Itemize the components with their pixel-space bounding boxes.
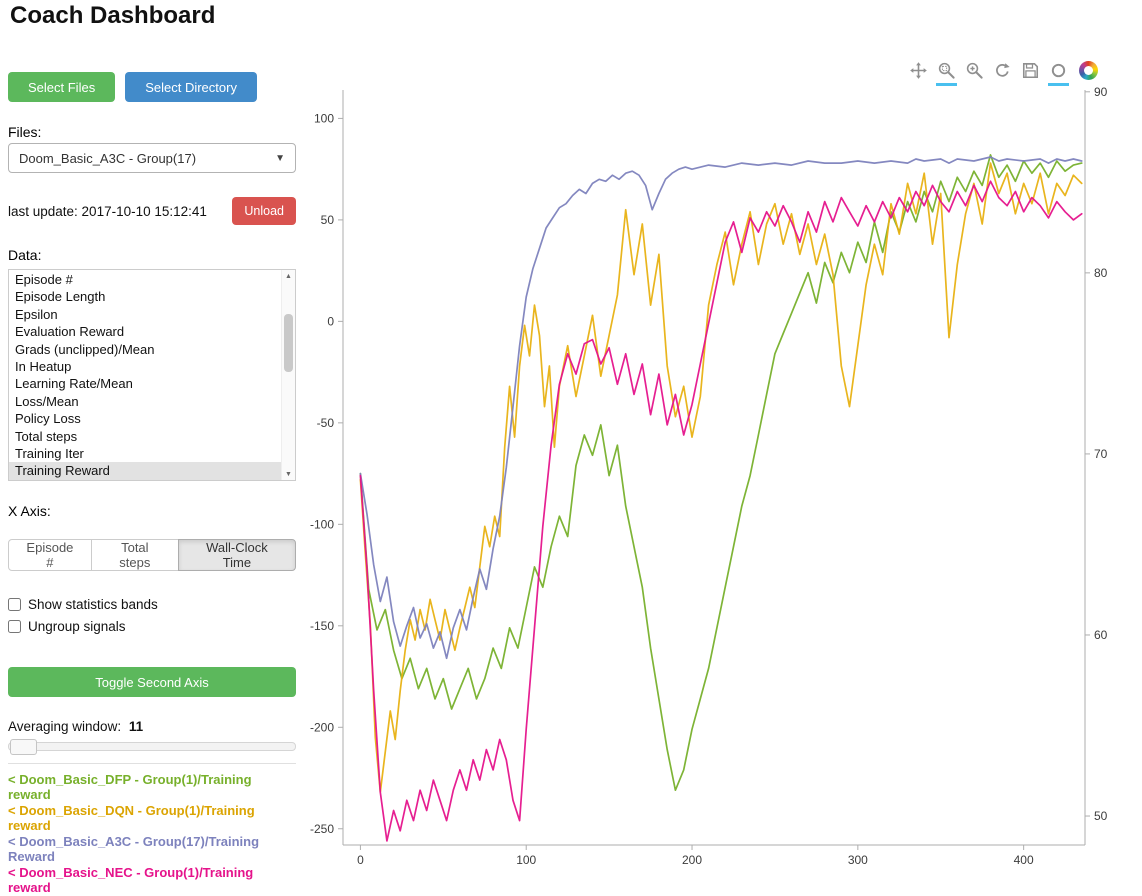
last-update-row: last update: 2017-10-10 15:12:41 Unload bbox=[8, 197, 296, 225]
y-left-tick-label: 50 bbox=[321, 213, 335, 227]
data-list-item-grads-unclipped-mean[interactable]: Grads (unclipped)/Mean bbox=[15, 341, 155, 357]
files-label: Files: bbox=[8, 124, 42, 140]
x-axis-button-group: Episode # Total steps Wall-Clock Time bbox=[8, 539, 296, 571]
legend-entry[interactable]: < Doom_Basic_A3C - Group(17)/Training Re… bbox=[8, 834, 260, 864]
data-list-item-total-steps[interactable]: Total steps bbox=[15, 428, 78, 444]
x-tick-label: 200 bbox=[682, 853, 702, 867]
y-left-tick-label: -100 bbox=[310, 517, 334, 531]
x-axis-option-episode[interactable]: Episode # bbox=[8, 539, 92, 571]
checkbox-show-statistics-bands[interactable] bbox=[8, 597, 21, 611]
data-list-item-training-iter[interactable]: Training Iter bbox=[15, 446, 84, 462]
scrollbar-thumb[interactable] bbox=[284, 314, 293, 372]
x-tick-label: 100 bbox=[516, 853, 536, 867]
data-list-item-learning-rate-mean[interactable]: Learning Rate/Mean bbox=[15, 376, 133, 392]
checkbox-row-show-statistics-bands[interactable]: Show statistics bands bbox=[8, 593, 296, 615]
legend-entry[interactable]: < Doom_Basic_DFP - Group(1)/Training rew… bbox=[8, 772, 252, 802]
box-zoom-tool-icon[interactable] bbox=[934, 58, 959, 86]
y-right-tick-label: 80 bbox=[1094, 266, 1108, 280]
y-left-tick-label: -200 bbox=[310, 720, 334, 734]
x-axis-label: X Axis: bbox=[8, 503, 51, 519]
checkbox-label: Ungroup signals bbox=[28, 618, 126, 634]
files-select-value: Doom_Basic_A3C - Group(17) bbox=[19, 150, 197, 166]
pan-tool-icon[interactable] bbox=[906, 58, 931, 83]
legend-entry[interactable]: < Doom_Basic_NEC - Group(1)/Training rew… bbox=[8, 865, 254, 895]
unload-button[interactable]: Unload bbox=[232, 197, 296, 225]
options-checkboxes: Show statistics bands Ungroup signals bbox=[8, 593, 296, 637]
data-list-item-epsilon[interactable]: Epsilon bbox=[15, 306, 58, 322]
x-tick-label: 0 bbox=[357, 853, 364, 867]
y-right-tick-label: 90 bbox=[1094, 85, 1108, 99]
data-list-scrollbar[interactable]: ▲ ▼ bbox=[281, 270, 295, 480]
y-left-tick-label: -150 bbox=[310, 619, 334, 633]
last-update-text: last update: 2017-10-10 15:12:41 bbox=[8, 203, 207, 219]
checkbox-label: Show statistics bands bbox=[28, 596, 158, 612]
data-list-item-in-heatup[interactable]: In Heatup bbox=[15, 359, 72, 375]
series-line-doom-basic-a3c-group-17-training-reward bbox=[359, 156, 1083, 660]
save-tool-icon[interactable] bbox=[1018, 58, 1043, 83]
x-tick-label: 300 bbox=[848, 853, 868, 867]
reset-tool-icon[interactable] bbox=[990, 58, 1015, 83]
data-listbox[interactable]: Episode # Episode Length Epsilon Evaluation… bbox=[8, 269, 296, 481]
divider bbox=[8, 763, 296, 764]
select-directory-button[interactable]: Select Directory bbox=[125, 72, 257, 102]
data-list-item-policy-loss[interactable]: Policy Loss bbox=[15, 411, 81, 427]
series-line-doom-basic-dfp-group-1-training-reward bbox=[359, 154, 1083, 792]
wheel-zoom-tool-icon[interactable] bbox=[962, 58, 987, 83]
y-right-tick-label: 50 bbox=[1094, 809, 1108, 823]
scrollbar-track[interactable] bbox=[282, 282, 295, 468]
sidebar: Select Files Select Directory Files: Doo… bbox=[8, 72, 296, 896]
x-tick-label: 400 bbox=[1014, 853, 1034, 867]
hover-tool-icon[interactable] bbox=[1046, 58, 1071, 86]
y-right-tick-label: 70 bbox=[1094, 447, 1108, 461]
y-left-tick-label: -50 bbox=[317, 416, 335, 430]
data-list-item-episode-length[interactable]: Episode Length bbox=[15, 289, 106, 305]
data-list-item-training-reward[interactable]: Training Reward bbox=[9, 462, 281, 480]
y-right-tick-label: 60 bbox=[1094, 628, 1108, 642]
averaging-window-value: 11 bbox=[128, 719, 144, 734]
chart-canvas[interactable]: 100 50 0 -50 -100 -150 -200 -250 90 80 70 60 50 0 100 2… bbox=[300, 55, 1142, 881]
series-line-doom-basic-dqn-group-1-training-reward bbox=[359, 162, 1083, 794]
bokeh-logo-icon[interactable] bbox=[1079, 61, 1098, 80]
y-left-tick-label: 0 bbox=[327, 314, 334, 328]
data-list-item-loss-mean[interactable]: Loss/Mean bbox=[15, 393, 79, 409]
data-list-item-evaluation-reward[interactable]: Evaluation Reward bbox=[15, 324, 125, 340]
data-list: Episode # Episode Length Epsilon Evaluation… bbox=[9, 270, 295, 480]
series-line-doom-basic-nec-group-1-training-reward bbox=[359, 180, 1083, 842]
plot-area: 100 50 0 -50 -100 -150 -200 -250 90 80 70 60 50 0 100 2… bbox=[300, 55, 1142, 881]
data-label: Data: bbox=[8, 247, 42, 263]
files-select[interactable]: Doom_Basic_A3C - Group(17) ▼ bbox=[8, 143, 296, 173]
chart-legend: < Doom_Basic_DFP - Group(1)/Training rew… bbox=[8, 772, 296, 895]
x-axis-option-total-steps[interactable]: Total steps bbox=[90, 539, 179, 571]
data-list-item-episode[interactable]: Episode # bbox=[15, 272, 73, 287]
averaging-window-row: Averaging window: 11 bbox=[8, 719, 296, 734]
page-title: Coach Dashboard bbox=[10, 2, 216, 29]
averaging-window-slider[interactable] bbox=[8, 739, 296, 755]
plot-toolbar bbox=[906, 58, 1098, 86]
y-left-tick-label: -250 bbox=[310, 822, 334, 836]
scroll-down-icon[interactable]: ▼ bbox=[285, 470, 292, 478]
select-files-button[interactable]: Select Files bbox=[8, 72, 116, 102]
scroll-up-icon[interactable]: ▲ bbox=[285, 272, 292, 280]
file-buttons-row: Select Files Select Directory bbox=[8, 72, 296, 102]
x-axis-option-wall-clock-time[interactable]: Wall-Clock Time bbox=[177, 539, 296, 571]
slider-handle[interactable] bbox=[10, 739, 37, 755]
y-left-tick-label: 100 bbox=[314, 111, 334, 125]
legend-entry[interactable]: < Doom_Basic_DQN - Group(1)/Training rew… bbox=[8, 803, 255, 833]
averaging-window-label: Averaging window: bbox=[8, 719, 122, 734]
checkbox-row-ungroup-signals[interactable]: Ungroup signals bbox=[8, 615, 296, 637]
chevron-down-icon: ▼ bbox=[275, 152, 285, 164]
toggle-second-axis-button[interactable]: Toggle Second Axis bbox=[8, 667, 296, 697]
checkbox-ungroup-signals[interactable] bbox=[8, 619, 21, 633]
